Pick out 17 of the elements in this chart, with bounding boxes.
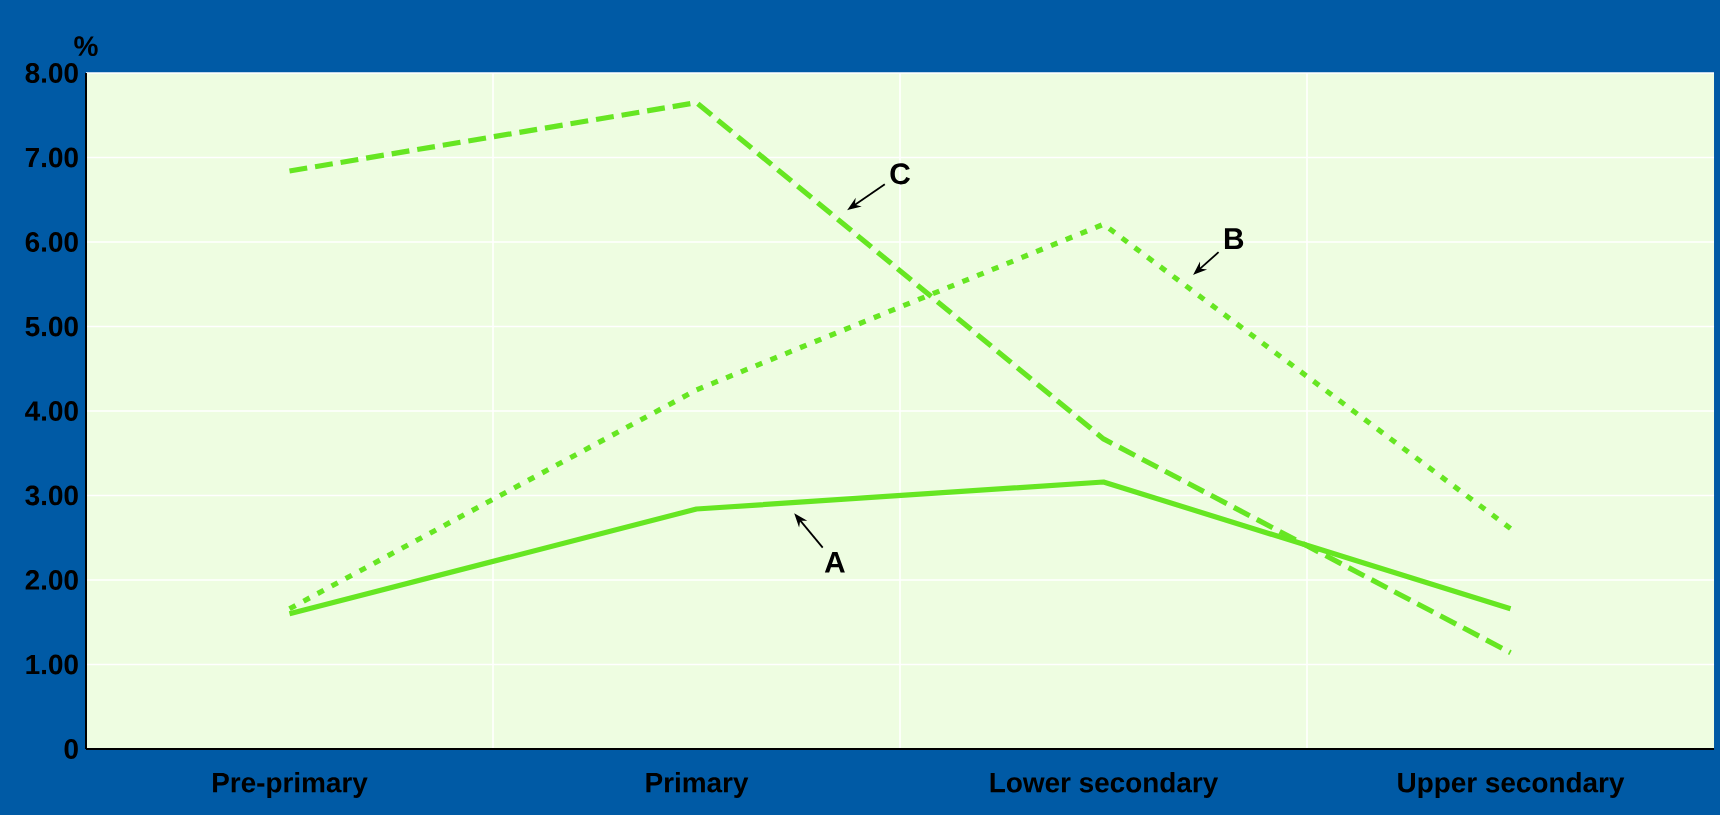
y-tick-label: 7.00 [25, 147, 78, 168]
y-axis-title: % [74, 36, 98, 56]
y-tick-label: 0 [64, 739, 78, 759]
x-tick-label: Primary [646, 771, 749, 798]
y-tick-label: 2.00 [25, 570, 78, 590]
y-tick-label: 4.00 [25, 401, 78, 421]
x-tick-label: Upper secondary [1398, 771, 1625, 798]
series-label: B [1224, 228, 1244, 249]
y-tick-label: 6.00 [25, 232, 78, 252]
x-tick-label: Pre-primary [213, 771, 368, 798]
y-tick-label: 8.00 [25, 63, 78, 83]
y-tick-label: 3.00 [25, 485, 78, 506]
series-label: A [824, 551, 845, 573]
text: C [890, 163, 910, 185]
x-tick-label: Lower secondary [990, 771, 1219, 798]
y-tick-label: 5.00 [25, 316, 78, 337]
y-tick-label: 1.00 [26, 654, 78, 675]
